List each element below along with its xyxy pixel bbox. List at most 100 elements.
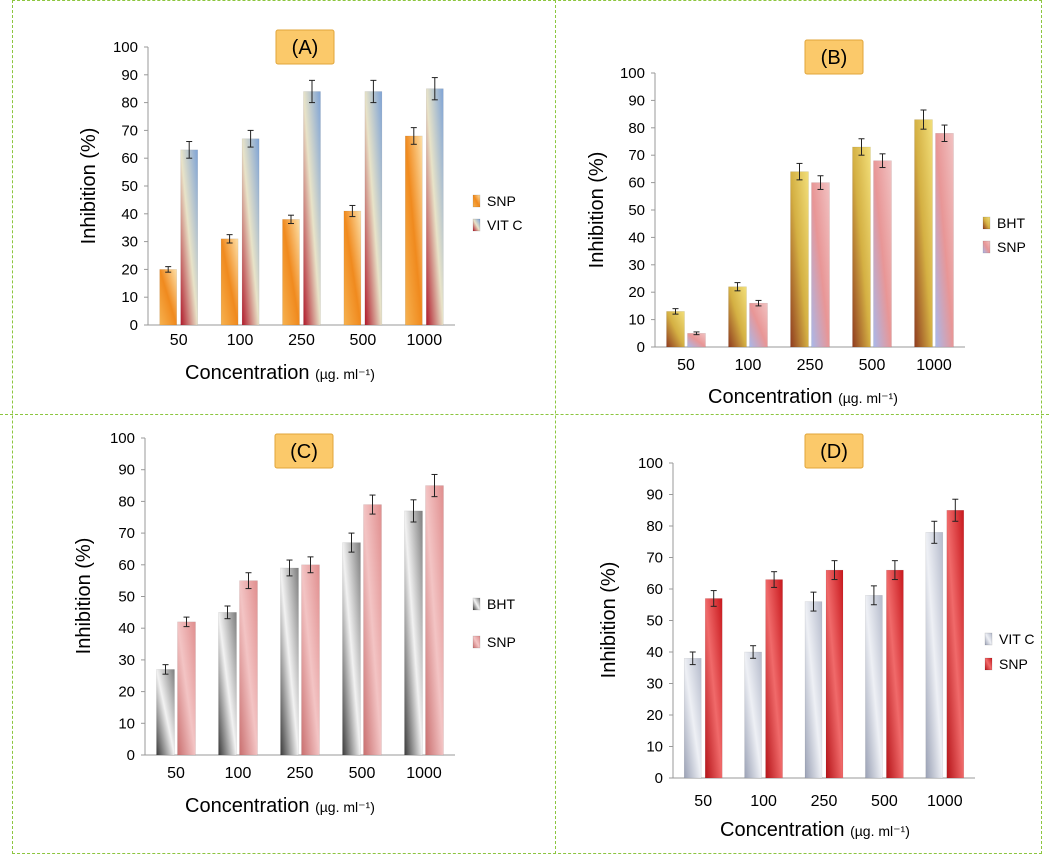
bar-snp	[282, 219, 300, 326]
legend-label: SNP	[999, 656, 1028, 672]
bar-snp	[749, 302, 768, 348]
panel-divider-vertical	[555, 0, 556, 854]
panel-label-box	[804, 39, 864, 75]
x-tick-label: 1000	[406, 765, 442, 782]
legend-label: BHT	[487, 596, 515, 612]
y-tick-label: 80	[118, 493, 135, 510]
x-tick-label: 100	[750, 793, 777, 810]
bar-snp	[177, 621, 196, 756]
bar-snp	[825, 569, 844, 779]
legend-label: BHT	[997, 215, 1025, 231]
y-tick-label: 10	[121, 289, 138, 306]
panel-label: (C)	[290, 441, 318, 463]
x-axis-unit: (µg. ml⁻¹)	[315, 799, 375, 815]
bar-vit-c	[426, 88, 444, 326]
panel-label-box	[804, 433, 864, 469]
bar-bht	[342, 542, 361, 756]
panel-label: (B)	[821, 47, 848, 69]
bar-snp	[687, 333, 706, 348]
bar-snp	[301, 564, 320, 756]
bar-vit-c	[241, 138, 260, 326]
bar-snp	[343, 210, 362, 326]
y-tick-label: 90	[646, 487, 663, 504]
bar-snp	[704, 598, 723, 779]
y-axis-title: Inhibition (%)	[586, 152, 608, 269]
bar-vit-c	[804, 601, 823, 779]
bar-bht	[218, 612, 237, 756]
bar-snp	[159, 269, 177, 326]
y-tick-label: 60	[121, 150, 138, 167]
legend-label: VIT C	[487, 217, 523, 233]
bar-bht	[790, 171, 809, 348]
y-tick-label: 70	[628, 147, 645, 164]
bar-vit-c	[925, 532, 944, 779]
x-tick-label: 50	[677, 357, 695, 374]
bar-snp	[873, 160, 892, 348]
panel-divider-horizontal	[0, 414, 1049, 415]
x-tick-label: 500	[859, 357, 886, 374]
x-axis-title-text: Concentration	[185, 362, 315, 384]
bar-bht	[914, 119, 933, 348]
x-tick-label: 1000	[916, 357, 952, 374]
y-tick-label: 70	[121, 122, 138, 139]
y-tick-label: 20	[646, 707, 663, 724]
panel-label: (D)	[820, 441, 848, 463]
y-tick-label: 30	[628, 257, 645, 274]
legend-label: SNP	[487, 193, 516, 209]
y-tick-label: 30	[646, 676, 663, 693]
chart-c-svg: (C) 0 10 20 30 40 50 60 70 80 90 100 50 100 250 500 1000…	[73, 430, 516, 817]
x-tick-label: 250	[287, 765, 314, 782]
x-axis-unit: (µg. ml⁻¹)	[315, 366, 375, 382]
bar-snp	[239, 580, 258, 756]
y-tick-label: 60	[118, 557, 135, 574]
bar-vit-c	[865, 595, 883, 779]
bar-snp	[405, 135, 423, 326]
bar-bht	[728, 286, 747, 348]
x-axis-title-text: Concentration	[708, 386, 838, 408]
x-tick-label: 250	[288, 332, 315, 349]
x-tick-label: 100	[225, 765, 252, 782]
x-tick-label: 500	[871, 793, 898, 810]
y-axis-title: Inhibition (%)	[598, 562, 620, 679]
bar-snp	[425, 485, 444, 756]
y-tick-label: 80	[628, 120, 645, 137]
bar-vit-c	[744, 651, 762, 779]
y-tick-label: 0	[127, 747, 135, 764]
y-tick-label: 40	[646, 644, 663, 661]
y-tick-label: 20	[118, 684, 135, 701]
bar-snp	[363, 504, 382, 756]
bar-vit-c	[364, 91, 383, 326]
x-tick-label: 500	[350, 332, 377, 349]
bar-bht	[852, 146, 871, 348]
legend-swatch	[984, 632, 993, 646]
bar-snp	[935, 133, 954, 348]
x-tick-label: 1000	[407, 332, 443, 349]
y-tick-label: 100	[110, 430, 135, 447]
y-tick-label: 80	[121, 95, 138, 112]
x-axis-title: Concentration (µg. ml⁻¹)	[708, 386, 898, 408]
x-axis-title: Concentration (µg. ml⁻¹)	[720, 819, 910, 841]
panel-label: (A)	[292, 37, 319, 59]
bar-vit-c	[303, 91, 321, 326]
x-axis-title-text: Concentration	[720, 819, 850, 841]
y-tick-label: 60	[628, 175, 645, 192]
y-tick-label: 20	[121, 261, 138, 278]
chart-panel-a: (A) 0 10 20 30 40 50 60 70 80 90 100 50 100 250 500 1000…	[0, 0, 555, 414]
bar-snp	[811, 182, 830, 348]
y-tick-label: 0	[637, 339, 645, 356]
y-tick-label: 10	[118, 715, 135, 732]
y-tick-label: 70	[118, 525, 135, 542]
y-tick-label: 90	[118, 462, 135, 479]
y-tick-label: 30	[118, 652, 135, 669]
x-axis-title-text: Concentration	[185, 795, 315, 817]
panel-label-box	[274, 433, 334, 469]
y-tick-label: 90	[628, 92, 645, 109]
bar-snp	[220, 238, 239, 326]
legend-swatch	[472, 635, 481, 649]
y-tick-label: 50	[628, 202, 645, 219]
x-tick-label: 1000	[927, 793, 963, 810]
x-axis-unit: (µg. ml⁻¹)	[838, 390, 898, 406]
x-tick-label: 50	[167, 765, 185, 782]
x-tick-label: 50	[694, 793, 712, 810]
y-tick-label: 10	[646, 739, 663, 756]
